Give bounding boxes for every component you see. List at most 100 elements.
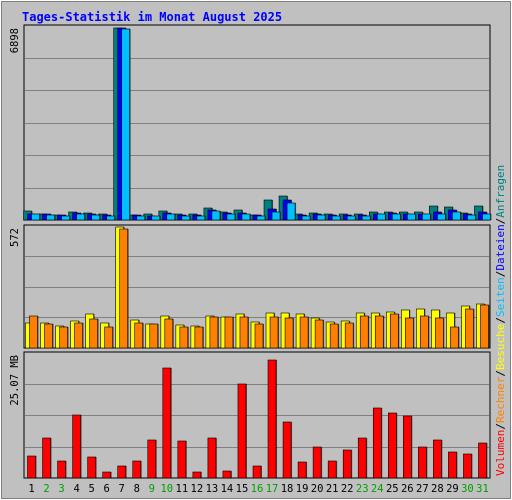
bar-rechner-day-9 (149, 323, 159, 349)
bar-volumen-day-15 (237, 383, 247, 479)
bar-seiten-day-15 (241, 213, 251, 221)
bar-rechner-day-2 (44, 323, 53, 349)
bar-rechner-day-29 (450, 326, 459, 349)
bar-seiten-day-5 (91, 214, 100, 221)
bar-rechner-day-31 (480, 304, 489, 349)
bar-seiten-day-19 (301, 215, 311, 221)
x-tick-label: 10 (160, 483, 173, 495)
bar-volumen-day-25 (387, 412, 397, 479)
x-tick-label: 4 (73, 483, 79, 495)
x-tick-label: 28 (431, 483, 444, 495)
bar-seiten-day-10 (166, 213, 176, 221)
bar-rechner-day-11 (179, 326, 189, 349)
bar-volumen-day-14 (222, 470, 232, 479)
bar-rechner-day-16 (254, 323, 264, 349)
x-tick-label: 9 (149, 483, 155, 495)
bar-rechner-day-8 (134, 322, 144, 349)
x-tick-label: 18 (281, 483, 294, 495)
panel-volume: 25.07 MB (9, 351, 491, 479)
bar-rechner-day-22 (344, 322, 354, 349)
bar-rechner-day-6 (104, 326, 113, 349)
bar-rechner-day-19 (299, 316, 309, 349)
x-tick-label: 27 (416, 483, 429, 495)
bar-seiten-day-27 (422, 213, 431, 221)
bar-seiten-day-6 (106, 215, 115, 221)
bar-volumen-day-12 (192, 471, 202, 479)
x-tick-label: 30 (461, 483, 474, 495)
y-max-label-visits: 572 (9, 228, 21, 247)
legend-entry-anfragen: Anfragen (494, 165, 507, 218)
x-tick-label: 29 (446, 483, 459, 495)
bar-volumen-day-31 (478, 442, 487, 479)
bar-volumen-day-1 (27, 455, 36, 479)
bar-seiten-day-9 (151, 215, 161, 221)
legend-entry-volumen: Volumen (494, 430, 507, 476)
bar-rechner-day-4 (74, 322, 83, 349)
bar-rechner-day-24 (374, 315, 384, 349)
bar-volumen-day-24 (372, 407, 382, 479)
bar-rechner-day-13 (209, 316, 219, 349)
y-max-label-volume: 25.07 MB (9, 355, 21, 406)
bar-rechner-day-15 (239, 316, 249, 349)
bar-rechner-day-25 (389, 313, 399, 349)
x-tick-label: 16 (251, 483, 264, 495)
bar-seiten-day-4 (76, 213, 85, 221)
bar-rechner-day-10 (164, 318, 174, 349)
bar-seiten-day-12 (196, 215, 206, 221)
bar-seiten-day-29 (452, 211, 461, 221)
bar-rechner-day-17 (269, 316, 279, 349)
legend-separator: / (494, 317, 507, 324)
x-tick-label: 15 (236, 483, 249, 495)
x-tick-label: 13 (206, 483, 219, 495)
bar-volumen-day-5 (87, 456, 96, 479)
x-tick-label: 6 (104, 483, 110, 495)
panel-hits: 6898 (9, 24, 492, 221)
bar-volumen-day-29 (448, 451, 457, 479)
x-tick-label: 21 (326, 483, 339, 495)
legend-entry-dateien: Dateien (494, 224, 507, 270)
bar-volumen-day-4 (72, 414, 81, 479)
bar-rechner-day-3 (59, 326, 68, 349)
bar-volumen-day-23 (357, 437, 367, 479)
bar-volumen-day-9 (147, 439, 157, 479)
legend-entry-besuche: Besuche (494, 324, 507, 370)
y-max-label-hits: 6898 (9, 28, 21, 53)
bar-rechner-day-20 (314, 319, 324, 349)
bar-seiten-day-23 (361, 215, 371, 221)
bar-seiten-day-24 (376, 213, 386, 221)
bar-seiten-day-20 (316, 214, 326, 221)
bar-seiten-day-11 (181, 215, 191, 221)
bar-seiten-day-17 (271, 211, 281, 221)
bar-seiten-day-7 (121, 28, 131, 221)
x-tick-label: 17 (266, 483, 279, 495)
x-tick-label: 3 (58, 483, 64, 495)
bar-seiten-day-1 (31, 213, 40, 221)
bar-volumen-day-2 (42, 437, 51, 479)
x-tick-label: 19 (296, 483, 309, 495)
legend-entry-rechner: Rechner (494, 376, 507, 423)
bar-rechner-day-1 (29, 315, 38, 349)
x-tick-label: 8 (134, 483, 140, 495)
bar-volumen-day-20 (312, 446, 322, 479)
bar-seiten-day-8 (136, 215, 146, 221)
bar-volumen-day-30 (463, 453, 472, 479)
bar-seiten-day-31 (482, 213, 491, 221)
bar-rechner-day-14 (224, 316, 234, 349)
bar-seiten-day-18 (286, 202, 296, 221)
bar-seiten-day-14 (226, 213, 236, 221)
chart-title: Tages-Statistik im Monat August 2025 (22, 10, 283, 24)
x-tick-label: 11 (176, 483, 189, 495)
x-tick-label: 5 (88, 483, 94, 495)
bar-volumen-day-27 (418, 446, 427, 479)
bar-volumen-day-22 (342, 449, 352, 479)
bar-volumen-day-8 (132, 460, 142, 479)
x-tick-label: 25 (386, 483, 399, 495)
bar-seiten-day-26 (407, 213, 416, 221)
x-tick-label: 26 (401, 483, 414, 495)
bar-volumen-day-16 (252, 465, 262, 479)
bar-volumen-day-11 (177, 440, 187, 479)
bar-rechner-day-18 (284, 317, 294, 349)
bar-volumen-day-13 (207, 437, 217, 479)
bar-seiten-day-21 (331, 215, 341, 221)
bar-rechner-day-26 (405, 317, 414, 349)
